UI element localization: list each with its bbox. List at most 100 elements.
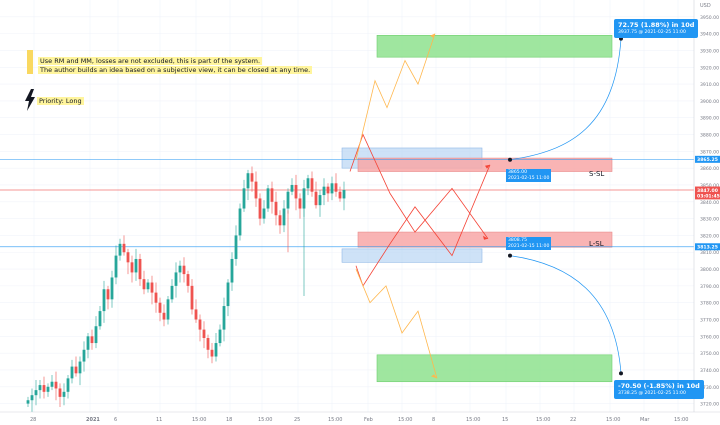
y-tick-label: 3850.00 bbox=[700, 183, 719, 189]
zone-green-lower[interactable] bbox=[376, 354, 613, 383]
y-tick-label: 3920.00 bbox=[700, 65, 719, 71]
x-tick-label: Mar bbox=[640, 417, 650, 423]
arrow-head-orange-down bbox=[431, 374, 437, 379]
y-tick-label: 3880.00 bbox=[700, 133, 719, 139]
y-tick-label: 3820.00 bbox=[700, 233, 719, 239]
target-lower-headline: -70.50 (-1.85%) in 10d bbox=[618, 382, 700, 390]
y-tick-label: 3720.00 bbox=[700, 402, 719, 408]
candle-body bbox=[154, 292, 158, 303]
candle-body bbox=[138, 258, 142, 280]
candle-body bbox=[178, 265, 182, 273]
candle-body bbox=[106, 289, 110, 300]
candle-body bbox=[298, 198, 302, 209]
candle-body bbox=[202, 329, 206, 339]
entry-upper-tag[interactable]: 3865.00 2021-02-15 11:00 bbox=[506, 169, 552, 182]
candle-body bbox=[294, 184, 298, 199]
candle-body bbox=[58, 388, 62, 397]
price-tag-text-3: 3813.25 bbox=[697, 245, 718, 251]
arrow-head-orange-up bbox=[430, 33, 435, 38]
zone-green-upper[interactable] bbox=[376, 35, 613, 58]
x-tick-label: 15:00 bbox=[328, 417, 342, 423]
candle-body bbox=[274, 201, 278, 216]
y-tick-label: 3900.00 bbox=[700, 99, 719, 105]
candle-body bbox=[326, 186, 330, 194]
path-orange-down[interactable] bbox=[355, 268, 438, 379]
entry-lower-tag[interactable]: 3808.75 2021-02-15 11:00 bbox=[506, 237, 552, 250]
candle-body bbox=[110, 277, 114, 300]
candle-body bbox=[130, 262, 134, 273]
candle-body bbox=[162, 312, 166, 320]
zone-blue-lower[interactable] bbox=[341, 248, 483, 263]
note-line-2: The author builds an idea based on a sub… bbox=[38, 66, 313, 74]
candle-body bbox=[134, 258, 138, 273]
candle-body bbox=[190, 285, 194, 310]
s-sl-label: S-SL bbox=[589, 170, 605, 178]
price-tag-bg-3 bbox=[695, 243, 720, 251]
y-tick-label: 3780.00 bbox=[700, 301, 719, 307]
priority-note: Priority: Long bbox=[37, 97, 84, 106]
projection-arc-upper[interactable] bbox=[509, 38, 622, 161]
candle-body bbox=[46, 386, 50, 392]
candle-body bbox=[270, 188, 274, 202]
candle-body bbox=[158, 302, 162, 313]
x-tick-label: 15:00 bbox=[536, 417, 550, 423]
candle-body bbox=[258, 198, 262, 219]
y-tick-label: 3760.00 bbox=[700, 334, 719, 340]
zone-red-upper[interactable] bbox=[357, 157, 613, 172]
entry-lower-price: 3808.75 bbox=[508, 238, 527, 243]
y-axis-currency: USD bbox=[700, 3, 711, 9]
candle-body bbox=[86, 336, 90, 350]
y-tick-label: 3910.00 bbox=[700, 82, 719, 88]
y-tick-label: 3730.00 bbox=[700, 385, 719, 391]
candle-body bbox=[330, 183, 334, 194]
x-tick-label: 15:00 bbox=[192, 417, 206, 423]
y-tick-label: 3770.00 bbox=[700, 318, 719, 324]
y-tick-label: 3930.00 bbox=[700, 48, 719, 54]
candle-body bbox=[166, 299, 170, 320]
candle-body bbox=[150, 282, 154, 293]
price-tag-text-0: 3865.25 bbox=[697, 157, 718, 163]
x-tick-label: 15:00 bbox=[466, 417, 480, 423]
price-tag-bg-2 bbox=[695, 192, 720, 200]
x-tick-label: 15:00 bbox=[674, 417, 688, 423]
candle-body bbox=[342, 190, 346, 199]
y-tick-label: 3830.00 bbox=[700, 217, 719, 223]
candle-body bbox=[174, 272, 178, 286]
y-tick-label: 3740.00 bbox=[700, 368, 719, 374]
candle-body bbox=[222, 306, 226, 330]
candle-body bbox=[210, 349, 214, 357]
target-callout-upper[interactable]: 72.75 (1.88%) in 10d 3937.75 @ 2021-02-2… bbox=[614, 19, 699, 38]
x-tick-label: Feb bbox=[364, 417, 373, 423]
projection-point-2[interactable] bbox=[508, 253, 512, 258]
candle-body bbox=[242, 188, 246, 209]
candle-body bbox=[306, 178, 310, 189]
candle-body bbox=[30, 395, 34, 401]
y-tick-label: 3750.00 bbox=[700, 351, 719, 357]
candle-body bbox=[318, 195, 322, 206]
candle-body bbox=[214, 343, 218, 357]
price-tag-bg-1 bbox=[695, 186, 720, 194]
candle-body bbox=[66, 378, 70, 392]
note-quote-bar bbox=[27, 50, 33, 74]
candle-body bbox=[78, 361, 82, 374]
entry-upper-price: 3865.00 bbox=[508, 170, 527, 175]
y-tick-label: 3870.00 bbox=[700, 149, 719, 155]
candle-body bbox=[290, 184, 294, 192]
target-upper-headline: 72.75 (1.88%) in 10d bbox=[618, 21, 695, 29]
candle-body bbox=[74, 366, 78, 374]
projection-point-3[interactable] bbox=[619, 371, 623, 376]
candle-body bbox=[262, 208, 266, 219]
target-callout-lower[interactable]: -70.50 (-1.85%) in 10d 3738.25 @ 2021-02… bbox=[614, 380, 704, 399]
candle-body bbox=[322, 186, 326, 196]
x-tick-label: 28 bbox=[30, 417, 36, 423]
candle-body bbox=[82, 349, 86, 362]
candle-body bbox=[98, 311, 102, 327]
l-sl-label: L-SL bbox=[589, 240, 604, 248]
note-line-1: Use RM and MM, losses are not excluded, … bbox=[38, 57, 263, 65]
x-tick-label: 8 bbox=[432, 417, 435, 423]
y-tick-label: 3810.00 bbox=[700, 250, 719, 256]
projection-point-0[interactable] bbox=[508, 157, 512, 162]
projection-arc-lower[interactable] bbox=[509, 255, 622, 374]
path-orange-up[interactable] bbox=[355, 33, 436, 160]
